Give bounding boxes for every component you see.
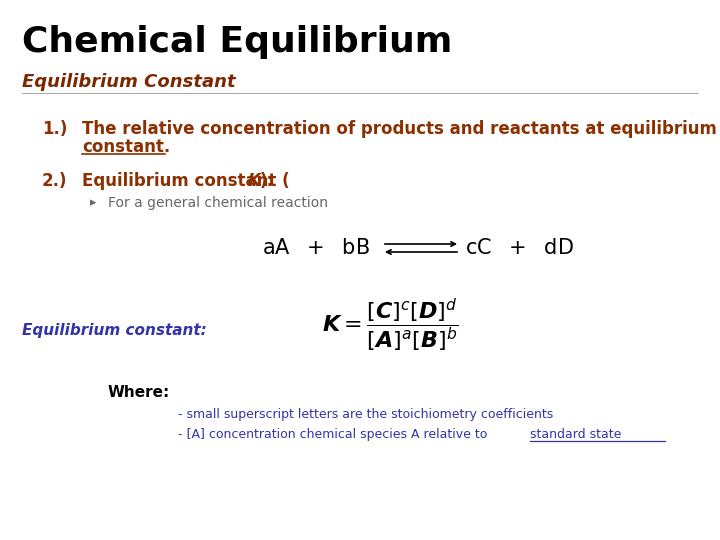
Text: Equilibrium constant (: Equilibrium constant ( — [82, 172, 289, 190]
Text: 2.): 2.) — [42, 172, 68, 190]
Text: - small superscript letters are the stoichiometry coefficients: - small superscript letters are the stoi… — [178, 408, 553, 421]
Text: For a general chemical reaction: For a general chemical reaction — [108, 196, 328, 210]
Text: $\mathsf{aA\ \ +\ \ bB}$: $\mathsf{aA\ \ +\ \ bB}$ — [262, 238, 370, 258]
Text: K: K — [248, 172, 261, 190]
Text: $\mathsf{cC\ \ +\ \ dD}$: $\mathsf{cC\ \ +\ \ dD}$ — [465, 238, 574, 258]
Text: ):: ): — [260, 172, 274, 190]
Text: - [A] concentration chemical species A relative to: - [A] concentration chemical species A r… — [178, 428, 491, 441]
Text: The relative concentration of products and reactants at equilibrium is a: The relative concentration of products a… — [82, 120, 720, 138]
Text: constant.: constant. — [82, 138, 170, 156]
Text: Equilibrium constant:: Equilibrium constant: — [22, 322, 207, 338]
Text: 1.): 1.) — [42, 120, 68, 138]
Text: ▸: ▸ — [90, 196, 96, 209]
Text: $\boldsymbol{K} = \dfrac{[\boldsymbol{C}]^c[\boldsymbol{D}]^d}{[\boldsymbol{A}]^: $\boldsymbol{K} = \dfrac{[\boldsymbol{C}… — [322, 296, 458, 354]
Text: Where:: Where: — [108, 385, 170, 400]
Text: Equilibrium Constant: Equilibrium Constant — [22, 73, 235, 91]
Text: standard state: standard state — [530, 428, 621, 441]
Text: Chemical Equilibrium: Chemical Equilibrium — [22, 25, 452, 59]
